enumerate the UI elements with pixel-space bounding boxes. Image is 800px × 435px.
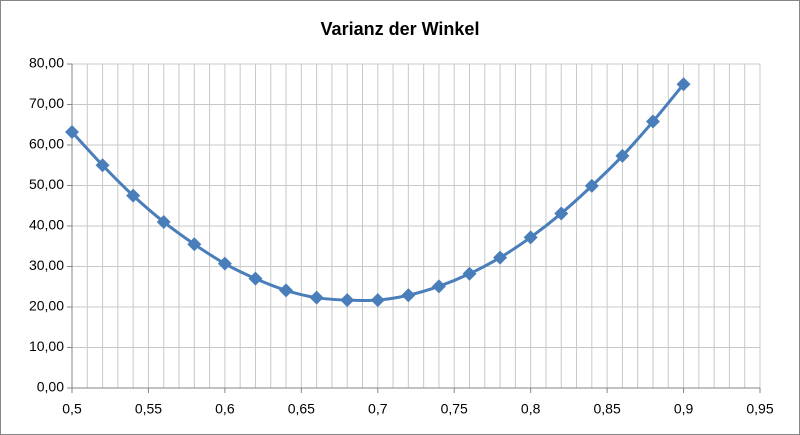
y-tick-label: 20,00: [29, 298, 64, 314]
marker: [187, 237, 202, 252]
marker: [676, 77, 691, 92]
marker: [462, 266, 477, 281]
marker: [217, 256, 232, 271]
marker: [370, 293, 385, 308]
marker: [340, 293, 355, 308]
marker: [248, 271, 263, 286]
marker: [401, 288, 416, 303]
y-tick-label: 70,00: [29, 95, 64, 111]
chart-title: Varianz der Winkel: [321, 19, 480, 39]
marker: [309, 290, 324, 305]
marker: [615, 148, 630, 163]
y-tick-label: 80,00: [29, 55, 64, 71]
marker: [126, 188, 141, 203]
x-tick-label: 0,5: [62, 401, 82, 417]
marker: [65, 125, 79, 140]
marker: [523, 230, 538, 245]
y-tick-label: 10,00: [29, 338, 64, 354]
y-tick-label: 60,00: [29, 136, 64, 152]
marker: [156, 214, 171, 229]
marker: [95, 158, 110, 173]
marker: [431, 279, 446, 294]
y-tick-label: 0,00: [37, 379, 64, 395]
y-tick-label: 50,00: [29, 176, 64, 192]
x-tick-label: 0,75: [441, 401, 468, 417]
x-tick-label: 0,9: [674, 401, 694, 417]
x-tick-label: 0,55: [135, 401, 162, 417]
x-tick-label: 0,85: [593, 401, 620, 417]
y-tick-label: 30,00: [29, 257, 64, 273]
y-tick-label: 40,00: [29, 217, 64, 233]
marker: [279, 283, 294, 298]
x-tick-label: 0,7: [368, 401, 388, 417]
marker: [554, 206, 569, 221]
marker: [584, 178, 599, 193]
marker: [493, 250, 508, 265]
x-tick-label: 0,8: [521, 401, 541, 417]
marker: [645, 114, 660, 129]
x-tick-label: 0,6: [215, 401, 235, 417]
x-tick-label: 0,95: [746, 401, 773, 417]
x-tick-label: 0,65: [288, 401, 315, 417]
